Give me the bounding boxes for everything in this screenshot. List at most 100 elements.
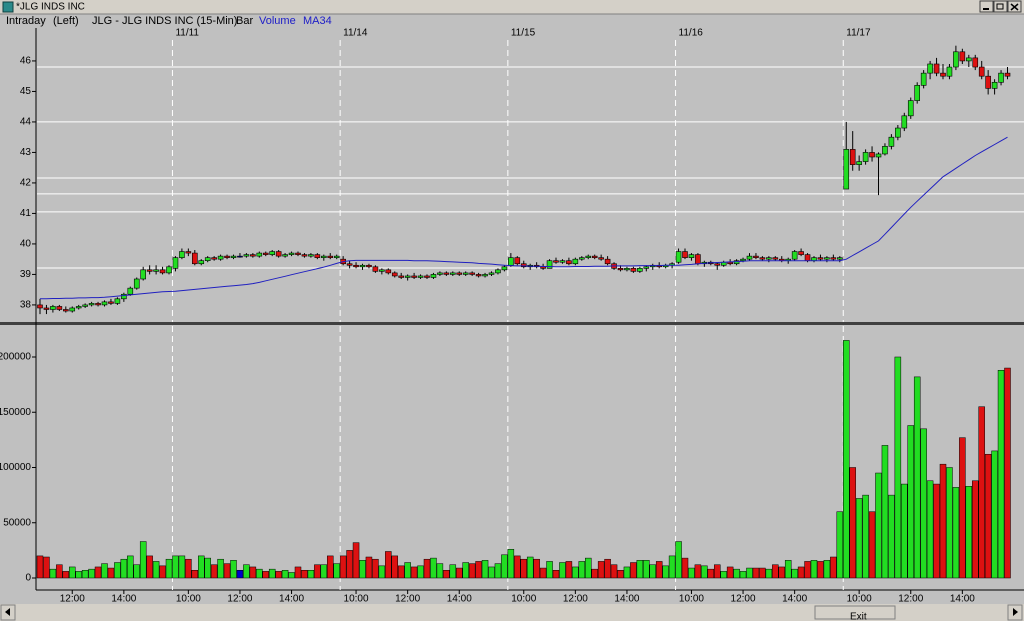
volume-bar: [733, 568, 740, 579]
x-tick-label: 10:00: [511, 594, 536, 605]
candle-body: [495, 269, 501, 274]
volume-bar: [133, 564, 140, 579]
candle-body: [791, 251, 798, 260]
y-tick-label: 42: [20, 178, 32, 189]
x-tick-label: 14:00: [447, 594, 472, 605]
candle-body: [346, 263, 353, 266]
volume-bar: [778, 566, 785, 579]
date-label: 11/15: [511, 28, 536, 39]
restore-button[interactable]: [993, 0, 1008, 13]
volume-bar: [810, 560, 818, 579]
candle-body: [882, 146, 888, 155]
candle-body: [288, 252, 295, 255]
candle-body: [114, 298, 121, 304]
candle-body: [424, 275, 430, 278]
candle-body: [379, 269, 385, 272]
volume-bar: [185, 558, 192, 579]
candle-body: [920, 72, 927, 86]
candle-body: [411, 275, 417, 278]
candle-body: [159, 269, 166, 274]
volume-bar: [991, 450, 998, 579]
candle-body: [482, 274, 488, 277]
volume-bar: [36, 555, 44, 579]
y-tick-label: 39: [20, 269, 32, 280]
candle-body: [559, 260, 566, 263]
candle-body: [927, 63, 933, 74]
volume-bar: [230, 560, 237, 579]
candle-body: [740, 258, 746, 261]
candle-body: [488, 272, 495, 275]
volume-bar: [62, 571, 70, 579]
candle-body: [520, 263, 527, 268]
volume-bar: [204, 557, 211, 579]
candle-body: [372, 266, 379, 272]
candle-body: [237, 255, 243, 258]
volume-bar: [533, 558, 540, 579]
mode-label: Intraday: [6, 15, 46, 27]
candle-body: [856, 161, 862, 165]
scrollbar-track[interactable]: [0, 604, 1024, 621]
candle-body: [540, 266, 546, 269]
volume-bar: [668, 555, 676, 579]
volume-bar: [268, 568, 276, 579]
x-tick-label: 12:00: [731, 594, 756, 605]
volume-bar: [417, 565, 424, 579]
volume-bar: [165, 558, 173, 579]
date-label: 11/17: [846, 28, 871, 39]
candle-body: [804, 254, 811, 261]
candle-body: [772, 257, 779, 260]
volume-bar: [526, 556, 534, 579]
candle-body: [978, 66, 985, 77]
volume-bar: [913, 376, 921, 579]
scrollbar[interactable]: Exit: [0, 604, 1024, 621]
volume-bar: [436, 563, 444, 579]
candle-body: [591, 255, 598, 258]
volume-bar: [397, 565, 405, 579]
volume-bar: [262, 571, 269, 579]
volume-bar: [997, 370, 1005, 579]
volume-bar: [630, 562, 637, 579]
style-label: Bar: [236, 15, 253, 27]
volume-bar: [675, 541, 682, 579]
volume-bar: [714, 564, 721, 579]
x-tick-label: 14:00: [279, 594, 304, 605]
candle-body: [192, 252, 198, 265]
volume-bar: [546, 561, 553, 579]
candle-body: [585, 255, 592, 258]
candle-body: [637, 268, 643, 272]
volume-bar: [772, 564, 779, 579]
volume-bar: [888, 494, 895, 579]
volume-bar: [372, 558, 379, 579]
x-tick-label: 12:00: [395, 594, 420, 605]
candle-body: [875, 153, 882, 158]
volume-bar: [791, 568, 798, 579]
volume-bar: [217, 558, 224, 579]
volume-bar: [275, 571, 282, 579]
volume-bar: [327, 555, 334, 579]
scroll-thumb[interactable]: [814, 605, 896, 620]
window-buttons[interactable]: [979, 0, 1022, 13]
minimize-button[interactable]: [979, 0, 994, 13]
volume-bar: [49, 568, 57, 579]
legend-volume: Volume: [259, 15, 296, 27]
candle-body: [824, 257, 830, 260]
volume-bar: [978, 406, 985, 579]
candle-body: [501, 266, 508, 271]
candle-body: [546, 260, 553, 269]
volume-bar: [281, 570, 289, 579]
volume-bar: [423, 558, 431, 579]
restore-icon: [996, 3, 1004, 10]
volume-bar: [494, 563, 502, 579]
volume-bar: [139, 541, 147, 579]
volume-bar: [972, 480, 979, 579]
volume-bar: [520, 558, 527, 579]
volume-bar: [907, 425, 914, 579]
volume-bar: [707, 568, 715, 579]
volume-bar: [288, 572, 295, 579]
candle-body: [295, 252, 301, 255]
volume-bar: [965, 486, 973, 579]
volume-bar: [933, 483, 940, 579]
candle-body: [753, 255, 759, 258]
y-tick-label: 38: [20, 300, 32, 311]
